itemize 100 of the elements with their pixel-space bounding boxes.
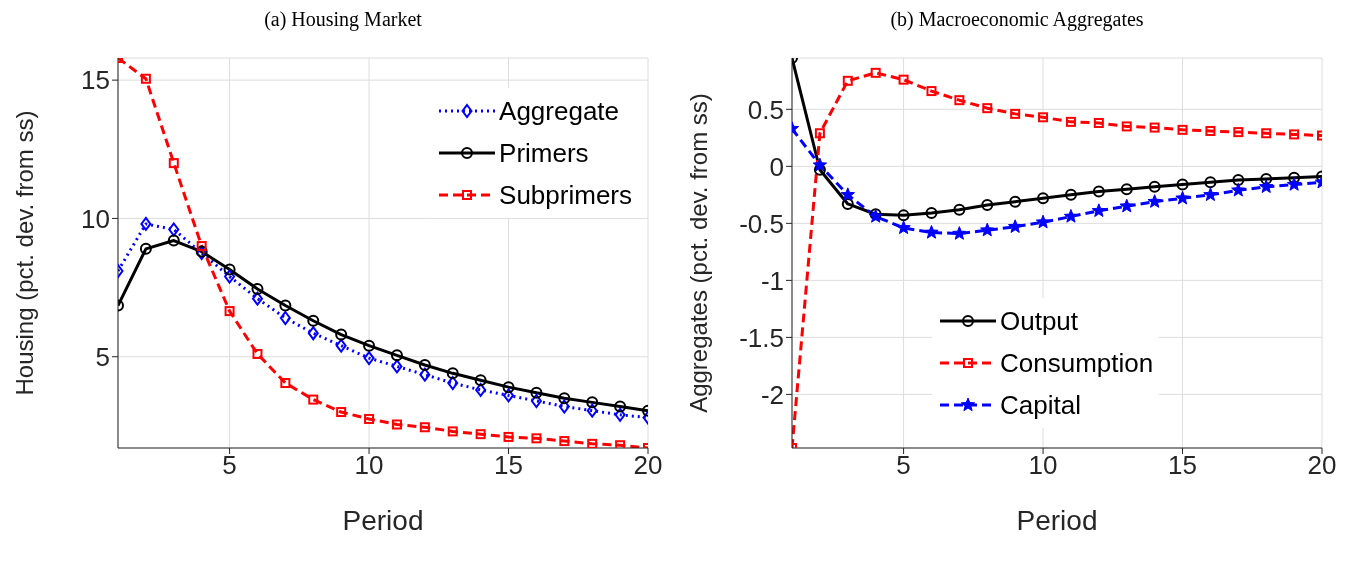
point [614, 407, 626, 422]
point [812, 157, 828, 172]
point [1232, 174, 1245, 187]
chart-title: (a) Housing Market [263, 8, 423, 33]
point [390, 349, 403, 362]
point [1010, 108, 1021, 119]
point [364, 413, 375, 424]
legend-label: Capital [1000, 389, 1081, 422]
point [335, 328, 348, 341]
y-tick-label: 5 [95, 341, 110, 372]
point [391, 359, 403, 374]
point [475, 382, 487, 397]
y-tick-label: -2 [760, 379, 784, 410]
point [224, 269, 236, 284]
point [1091, 203, 1106, 217]
point [531, 433, 542, 444]
point [558, 399, 570, 414]
point [952, 226, 967, 240]
point [391, 419, 402, 430]
point [140, 216, 152, 231]
point [196, 241, 207, 252]
point [475, 429, 486, 440]
point [981, 199, 994, 212]
point [1035, 214, 1051, 229]
y-tick-label: 0 [769, 151, 784, 182]
y-axis-title: Aggregates (pct. dev. from ss) [684, 93, 712, 413]
point [1259, 179, 1274, 194]
point [1037, 192, 1050, 205]
point [953, 203, 966, 216]
point [502, 381, 515, 394]
point [870, 67, 881, 78]
point [1092, 185, 1105, 198]
legend-label: Primers [499, 137, 589, 170]
legend-label: Subprimers [499, 179, 632, 212]
point [1289, 129, 1300, 140]
point [1008, 219, 1023, 233]
x-tick-label: 10 [354, 450, 384, 481]
point [586, 396, 599, 409]
y-tick-label: 0.5 [747, 94, 784, 125]
point [251, 291, 263, 306]
point [335, 338, 347, 353]
point [558, 392, 571, 405]
point [307, 326, 319, 341]
point [1204, 176, 1217, 189]
point [251, 282, 264, 295]
point [1286, 177, 1302, 191]
point [167, 234, 180, 247]
y-tick-label: -1 [760, 265, 784, 296]
chart-title: (b) Macroeconomic Aggregates [889, 8, 1145, 33]
point [926, 86, 937, 97]
point [530, 393, 542, 408]
point [1260, 172, 1273, 185]
point [336, 407, 347, 418]
x-axis-title: Period [1016, 505, 1098, 536]
point [840, 187, 855, 202]
y-tick-label: 10 [81, 203, 110, 234]
point [1176, 178, 1189, 191]
point [841, 197, 854, 210]
point [279, 299, 292, 312]
point [308, 394, 319, 405]
point [924, 224, 939, 239]
point [1175, 190, 1190, 205]
point [1261, 128, 1272, 139]
point [446, 367, 459, 380]
x-tick-label: 5 [896, 450, 911, 481]
point [168, 222, 180, 237]
point [1205, 125, 1216, 136]
x-tick-label: 5 [222, 450, 237, 481]
point [419, 367, 431, 382]
x-tick-label: 15 [1168, 450, 1197, 481]
point [447, 376, 459, 390]
point [280, 378, 291, 388]
legend-label: Consumption [1000, 347, 1154, 380]
point [898, 74, 909, 85]
x-tick-label: 20 [633, 450, 663, 481]
point [614, 400, 627, 413]
point [559, 436, 570, 447]
point [896, 220, 911, 235]
point [586, 403, 598, 418]
point [363, 351, 375, 366]
point [587, 438, 598, 448]
point [474, 374, 487, 387]
point [1231, 182, 1246, 197]
y-tick-label: -1.5 [739, 322, 784, 353]
point [954, 95, 965, 106]
point [897, 209, 910, 222]
point [980, 222, 995, 237]
point [419, 422, 430, 433]
point [1063, 209, 1079, 223]
point [925, 207, 938, 220]
point [279, 311, 291, 325]
point [503, 431, 514, 442]
point [252, 348, 263, 359]
point [223, 263, 236, 276]
point [140, 73, 151, 84]
point [363, 339, 376, 352]
x-axis-title: Period [342, 505, 424, 536]
point [1121, 121, 1132, 132]
point [1038, 112, 1049, 123]
x-tick-label: 10 [1028, 450, 1058, 481]
